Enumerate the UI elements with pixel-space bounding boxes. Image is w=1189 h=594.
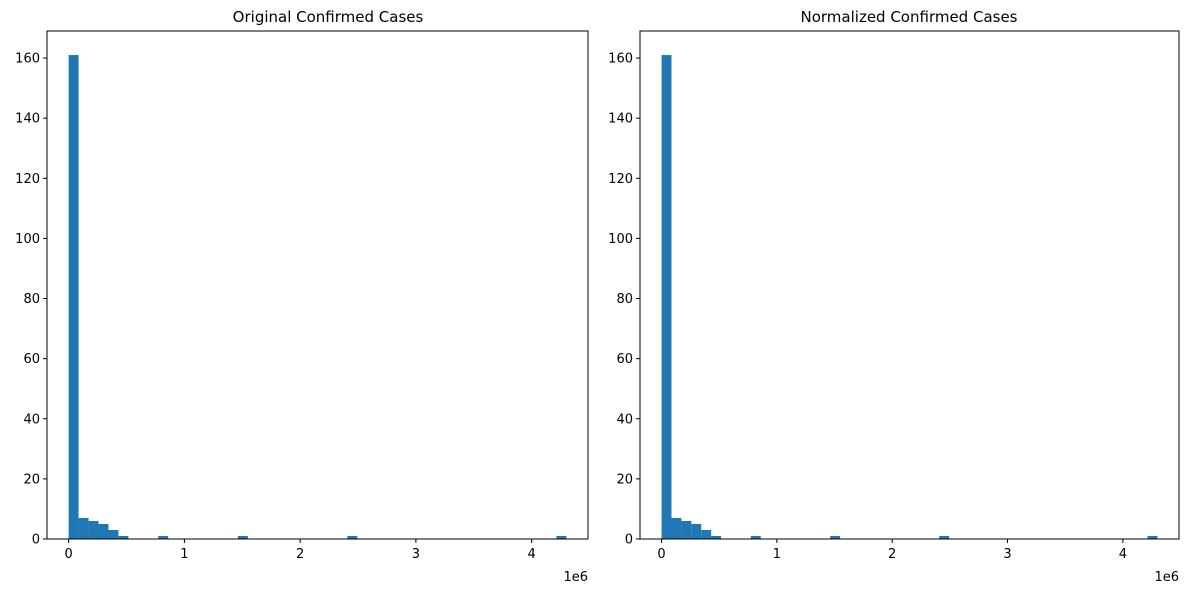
histogram-bar [750,535,761,539]
y-tick-label: 60 [23,352,40,367]
histogram-bar [158,535,169,539]
x-tick-label: 0 [65,547,73,562]
x-tick-label: 3 [1003,547,1011,562]
histogram-bar [701,529,712,539]
y-tick-label: 100 [15,232,40,247]
histogram-bar [98,523,109,539]
y-tick-label: 100 [608,232,633,247]
axes-frame [639,30,1180,540]
histogram-bar [1147,535,1158,539]
x-offset-label: 1e6 [563,570,588,585]
y-tick-label: 140 [608,112,633,127]
histogram-bar [939,535,950,539]
histogram-bar [691,523,702,539]
y-tick-label: 80 [616,292,633,307]
histogram-bar [711,535,722,539]
histogram-bar [671,517,682,539]
bars-group [661,55,1158,540]
chart-title: Normalized Confirmed Cases [801,8,1018,26]
histogram-bar [661,55,672,540]
x-tick-label: 1 [773,547,781,562]
y-tick-label: 140 [15,112,40,127]
y-tick-label: 0 [625,533,633,548]
y-axis-ticks: 0 20 40 60 80 100 120 140 160 [15,52,47,548]
axes-frame [46,30,589,540]
y-axis-ticks: 0 20 40 60 80 100 120 140 160 [608,52,640,548]
x-tick-label: 1 [180,547,188,562]
x-tick-label: 3 [412,547,420,562]
x-offset-label: 1e6 [1154,570,1179,585]
x-tick-label: 4 [1119,547,1127,562]
histogram-bar [78,517,89,539]
y-tick-label: 60 [616,352,633,367]
y-tick-label: 20 [23,472,40,487]
y-tick-label: 160 [15,52,40,67]
panel-original-confirmed-cases: Original Confirmed Cases 020406080100120… [15,8,589,585]
x-tick-label: 2 [888,547,896,562]
histogram-bar [681,520,692,539]
histogram-bar [830,535,841,539]
y-tick-label: 160 [608,52,633,67]
histogram-bar [88,520,99,539]
y-tick-label: 80 [23,292,40,307]
histogram-bar [108,529,119,539]
x-tick-label: 4 [527,547,535,562]
chart-title: Original Confirmed Cases [233,8,424,26]
histogram-bar [237,535,248,539]
x-tick-label: 2 [296,547,304,562]
bars-group [68,55,567,540]
x-axis-ticks: 0 1 2 3 4 [657,539,1127,562]
y-tick-label: 40 [616,412,633,427]
y-tick-label: 20 [616,472,633,487]
x-tick-label: 0 [657,547,665,562]
histogram-bar [347,535,358,539]
y-tick-label: 120 [15,172,40,187]
histogram-bar [118,535,129,539]
panel-normalized-confirmed-cases: Normalized Confirmed Cases 0204060801001… [608,8,1180,585]
histogram-bar [556,535,567,539]
histogram-bar [68,55,79,540]
x-axis-ticks: 0 1 2 3 4 [65,539,536,562]
y-tick-label: 40 [23,412,40,427]
y-tick-label: 120 [608,172,633,187]
y-tick-label: 0 [32,533,40,548]
